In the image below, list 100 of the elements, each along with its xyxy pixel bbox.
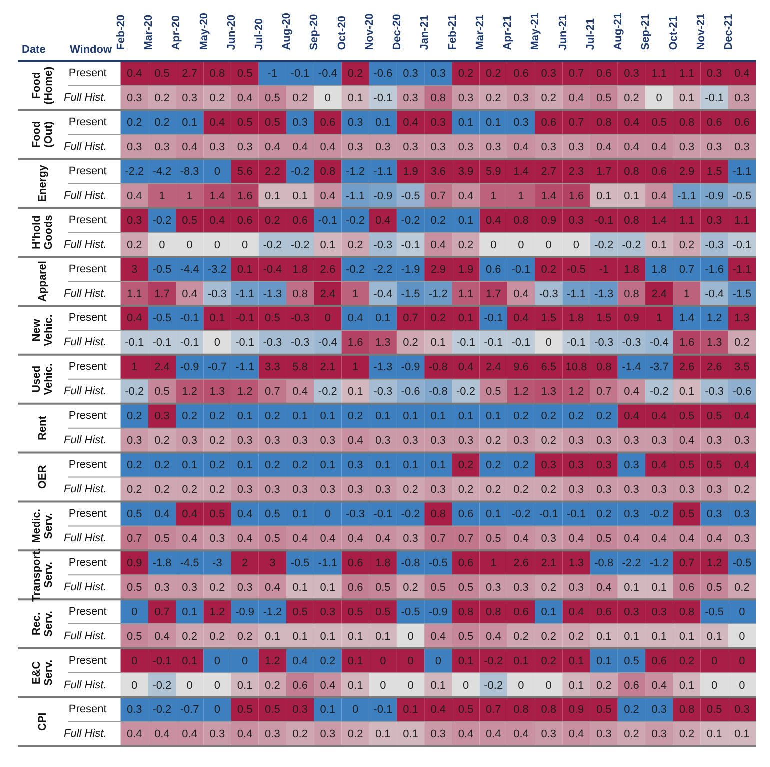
data-label: -0.1: [484, 312, 504, 325]
y2-tick-label: CPI: [37, 712, 50, 732]
data-label: -0.1: [512, 337, 531, 350]
data-label: 0.5: [706, 582, 722, 594]
data-label: 0.4: [376, 532, 391, 545]
data-label: 0.4: [348, 435, 364, 448]
data-label: 1.7: [486, 288, 502, 300]
data-label: 0.3: [265, 484, 280, 496]
data-label: 0.5: [679, 410, 695, 423]
data-label: 0.3: [706, 214, 722, 227]
data-label: 0.1: [624, 190, 640, 202]
data-label: 0.4: [514, 141, 529, 154]
data-label: 0.1: [652, 630, 667, 643]
data-label: 0.4: [348, 532, 364, 545]
y2-tick-label: OER: [37, 465, 50, 490]
data-label: 2.2: [265, 166, 280, 178]
data-label: -0.5: [705, 606, 724, 618]
data-label: 0.2: [126, 484, 142, 496]
data-label: -0.3: [374, 239, 393, 252]
data-label: -1.3: [374, 362, 393, 374]
data-label: 0.2: [514, 630, 529, 643]
data-label: 0.2: [624, 92, 640, 105]
data-label: 0.1: [679, 630, 695, 643]
data-label: 0.4: [652, 190, 667, 202]
data-label: -1.2: [650, 557, 669, 570]
data-label: 0.6: [237, 214, 253, 227]
data-label: -0.6: [401, 386, 420, 398]
data-label: 0.1: [541, 606, 557, 618]
data-label: 2.4: [652, 288, 667, 300]
data-label: 0.5: [265, 532, 280, 545]
data-label: 0.3: [596, 484, 612, 496]
data-label: -0.2: [622, 239, 642, 252]
data-label: -0.9: [705, 190, 724, 202]
y-tick-label: Present: [68, 361, 107, 374]
data-label: -0.9: [180, 362, 200, 374]
data-label: 0.8: [624, 166, 640, 178]
data-label: 0.5: [376, 582, 391, 594]
data-label: -0.2: [401, 214, 420, 227]
data-label: -0.5: [566, 264, 586, 276]
y-tick-label: Present: [68, 704, 107, 716]
data-label: 3.6: [430, 166, 446, 178]
data-label: 0.2: [126, 117, 142, 129]
data-label: 0.7: [679, 264, 695, 276]
data-label: 0.8: [320, 166, 336, 178]
data-label: -1.1: [566, 288, 586, 300]
y2-tick-label: Apparel: [37, 261, 50, 302]
x-tick-label: Dec-20: [392, 14, 404, 50]
data-label: 0.1: [734, 728, 750, 741]
y-tick-label: Full Hist.: [64, 140, 107, 153]
data-label: 0.4: [292, 532, 308, 545]
data-label: 1.2: [182, 386, 198, 398]
data-label: 0.8: [458, 606, 474, 618]
data-label: 2.6: [679, 362, 695, 374]
data-label: -3.2: [208, 264, 227, 276]
data-label: 0: [490, 239, 497, 252]
data-label: 0.5: [458, 630, 474, 643]
x-tick-label: Sep-21: [640, 14, 652, 50]
data-label: 0.4: [154, 508, 170, 520]
data-label: 3.9: [458, 166, 474, 178]
data-label: 0.3: [182, 92, 198, 105]
data-label: -0.1: [484, 337, 504, 350]
data-label: 2.4: [486, 362, 502, 374]
data-label: 0.3: [734, 141, 750, 154]
data-label: 0.4: [265, 141, 280, 154]
data-label: 0.7: [154, 606, 170, 618]
data-label: 0.3: [237, 435, 253, 448]
data-label: 0.4: [126, 68, 142, 80]
data-label: 0.7: [679, 557, 695, 570]
data-label: -0.5: [152, 312, 172, 325]
x-tick-label: May-21: [530, 13, 542, 50]
data-label: 0.4: [182, 508, 198, 520]
data-label: 0.3: [706, 435, 722, 448]
data-label: 2.3: [568, 166, 584, 178]
data-label: 0.1: [679, 680, 695, 692]
data-label: 0.3: [541, 141, 557, 154]
data-label: 0.4: [624, 117, 640, 129]
data-label: 0: [242, 239, 248, 252]
data-label: -0.2: [152, 704, 172, 716]
data-label: 0.1: [320, 582, 336, 594]
data-label: 0.3: [430, 728, 446, 741]
data-label: 0.7: [430, 190, 446, 202]
data-label: 0.3: [734, 92, 750, 105]
data-label: 0.6: [292, 214, 308, 227]
x-axis-title: Date: [22, 44, 46, 56]
data-label: 0.2: [514, 484, 529, 496]
data-label: 0.3: [679, 484, 695, 496]
data-label: 2.6: [514, 557, 529, 570]
y2-tick-label: E&C Serv.: [31, 660, 56, 686]
data-label: 0.2: [126, 460, 142, 472]
data-label: 0.3: [430, 141, 446, 154]
data-label: 0: [380, 655, 386, 668]
data-label: 2.9: [679, 166, 695, 178]
data-label: 1.4: [652, 214, 667, 227]
data-label: -4.2: [152, 166, 172, 178]
data-label: 0.2: [292, 460, 308, 472]
data-label: 0.1: [596, 630, 612, 643]
data-label: 0.5: [596, 92, 612, 105]
data-label: 0.3: [541, 532, 557, 545]
data-label: 0.3: [126, 141, 142, 154]
data-label: -0.3: [539, 288, 558, 300]
